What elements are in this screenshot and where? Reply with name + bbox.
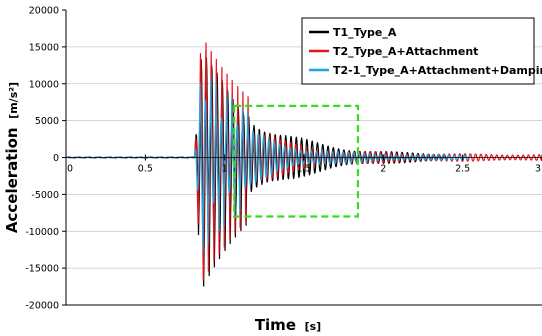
x-tick-label-5: 2.5 [455, 164, 470, 175]
x-tick-label-1: 0.5 [138, 164, 153, 175]
highlight-box [233, 104, 360, 218]
legend-label-1: T2_Type_A+Attachment [333, 45, 478, 58]
y-tick-label-8: -20000 [25, 301, 59, 312]
legend: T1_Type_A T2_Type_A+Attachment T2-1_Type_A… [301, 17, 542, 85]
y-tick-label-6: -10000 [25, 227, 59, 238]
y-tick-label-3: 5000 [35, 116, 59, 127]
y-tick-label-1: 15000 [29, 42, 59, 53]
y-tick-label-4: 0 [53, 153, 59, 164]
legend-label-0: T1_Type_A [333, 26, 397, 39]
y-tick-label-2: 10000 [29, 79, 59, 90]
x-tick-label-6: 3 [535, 164, 541, 175]
x-axis-title-unit: [s] [305, 320, 322, 333]
y-axis-title-unit: [m/s²] [7, 82, 20, 119]
y-tick-label-5: -5000 [31, 190, 59, 201]
y-axis-title: Acceleration [m/s²] [2, 82, 21, 233]
x-axis-title-main: Time [255, 316, 296, 334]
x-tick-label-2: 1 [222, 164, 228, 175]
y-axis-title-main: Acceleration [3, 127, 21, 233]
x-tick-label-3: 1.5 [296, 164, 311, 175]
x-tick-label-4: 2 [380, 164, 386, 175]
x-axis-title: Time [s] [255, 315, 321, 334]
legend-label-2: T2-1_Type_A+Attachment+Damping [333, 64, 542, 77]
legend-box [301, 17, 535, 85]
y-tick-label-7: -15000 [25, 264, 59, 275]
y-tick-label-0: 20000 [29, 6, 59, 17]
tick-labels: 20000 15000 10000 5000 0 -5000 -10000 -15000 -20… [25, 6, 542, 312]
x-tick-label-0: 0 [67, 164, 73, 175]
